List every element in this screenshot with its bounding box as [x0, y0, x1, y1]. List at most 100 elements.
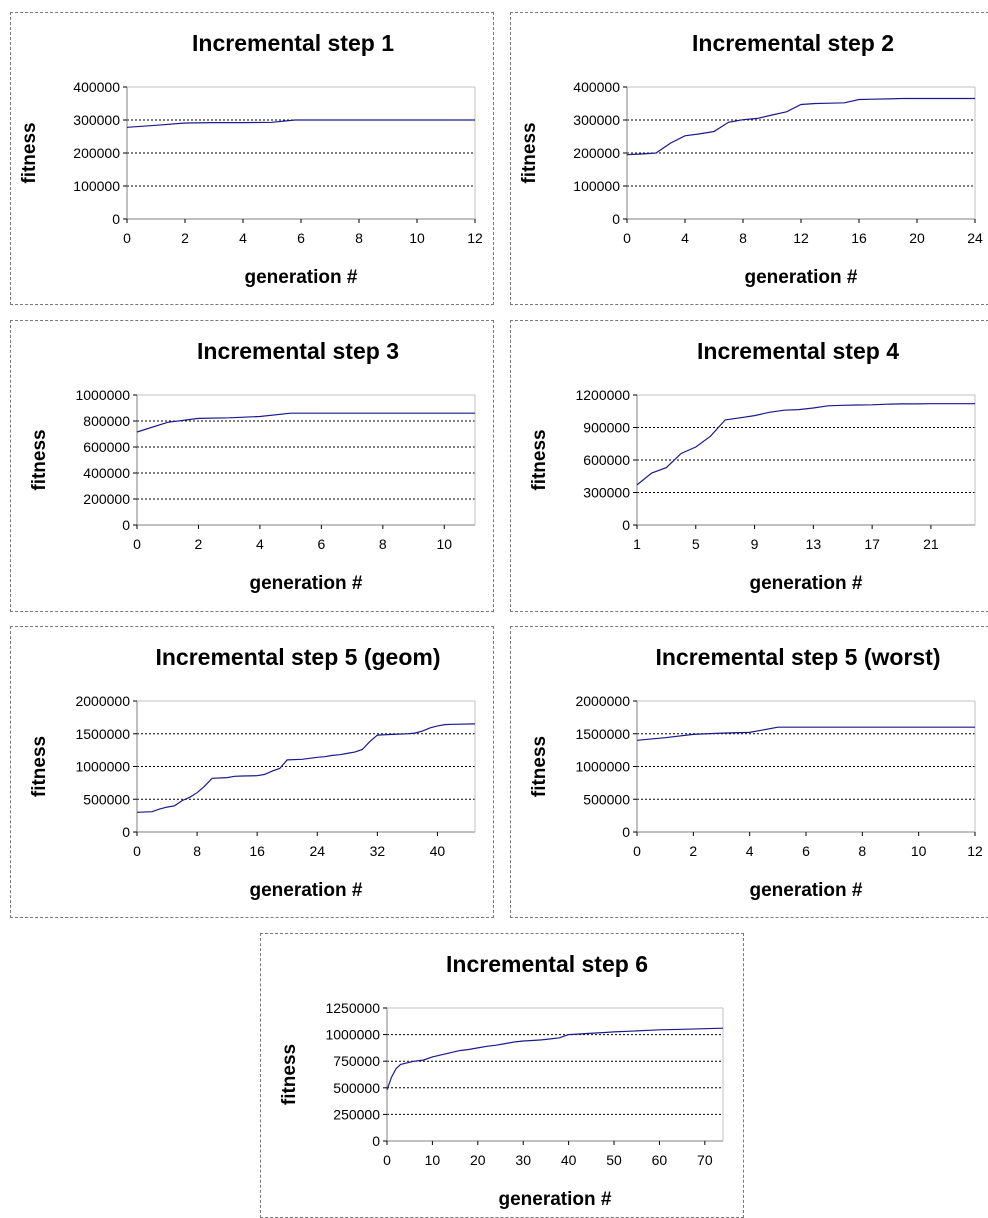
y-tick-label: 2000000	[75, 693, 130, 709]
x-tick-label: 8	[739, 230, 747, 246]
x-tick-label: 12	[467, 230, 483, 246]
chart-title: Incremental step 4	[697, 338, 899, 364]
x-tick-label: 0	[623, 230, 631, 246]
chart-panel: Incremental step 2 0 100000 200000 300000 400…	[510, 12, 988, 305]
line-chart: Incremental step 4 0 300000 600000 900000 120…	[511, 321, 988, 611]
y-tick-label: 800000	[83, 413, 130, 429]
x-tick-label: 6	[297, 230, 305, 246]
x-axis-label: generation #	[250, 573, 363, 594]
x-tick-label: 12	[967, 843, 983, 859]
x-axis-label: generation #	[250, 880, 363, 901]
x-tick-label: 0	[133, 536, 141, 552]
y-tick-label: 0	[372, 1133, 380, 1149]
y-tick-label: 750000	[333, 1053, 380, 1069]
y-tick-label: 300000	[73, 112, 120, 128]
x-tick-label: 8	[193, 843, 201, 859]
y-tick-label: 600000	[83, 439, 130, 455]
x-tick-label: 8	[858, 843, 866, 859]
x-tick-label: 2	[181, 230, 189, 246]
series-line	[627, 99, 975, 155]
x-tick-label: 13	[806, 536, 822, 552]
y-tick-label: 0	[122, 824, 130, 840]
x-tick-label: 20	[909, 230, 925, 246]
series-line	[637, 404, 975, 485]
x-tick-label: 10	[425, 1152, 441, 1168]
line-chart: Incremental step 2 0 100000 200000 300000 400…	[511, 13, 988, 304]
y-axis-label: fitness	[529, 736, 550, 797]
chart-panel: Incremental step 6 0 250000 500000 750000 100…	[260, 933, 744, 1218]
y-tick-label: 400000	[573, 79, 620, 95]
x-tick-label: 10	[911, 843, 927, 859]
y-tick-label: 900000	[583, 420, 630, 436]
series-line	[387, 1028, 723, 1090]
x-tick-label: 1	[633, 536, 641, 552]
x-tick-label: 30	[515, 1152, 531, 1168]
x-tick-label: 70	[697, 1152, 713, 1168]
x-tick-label: 0	[633, 843, 641, 859]
x-tick-label: 32	[370, 843, 386, 859]
chart-title: Incremental step 5 (worst)	[655, 644, 940, 670]
x-axis-label: generation #	[750, 573, 863, 594]
x-tick-label: 9	[751, 536, 759, 552]
x-tick-label: 50	[606, 1152, 622, 1168]
y-tick-label: 250000	[333, 1106, 380, 1122]
y-axis-label: fitness	[29, 429, 50, 490]
y-tick-label: 0	[122, 517, 130, 533]
chart-title: Incremental step 2	[692, 30, 894, 56]
x-tick-label: 0	[123, 230, 131, 246]
x-tick-label: 10	[409, 230, 425, 246]
x-tick-label: 16	[851, 230, 867, 246]
x-axis-label: generation #	[245, 267, 358, 288]
y-tick-label: 1000000	[575, 759, 630, 775]
y-axis-label: fitness	[29, 736, 50, 797]
chart-title: Incremental step 5 (geom)	[155, 644, 440, 670]
line-chart: Incremental step 1 0 100000 200000 300000 400…	[11, 13, 493, 304]
y-tick-label: 200000	[573, 145, 620, 161]
y-tick-label: 0	[622, 824, 630, 840]
y-tick-label: 0	[622, 517, 630, 533]
y-axis-label: fitness	[519, 122, 540, 183]
x-tick-label: 8	[355, 230, 363, 246]
x-axis-label: generation #	[750, 880, 863, 901]
y-tick-label: 1500000	[575, 726, 630, 742]
x-tick-label: 4	[681, 230, 689, 246]
x-tick-label: 4	[239, 230, 247, 246]
x-tick-label: 60	[652, 1152, 668, 1168]
y-tick-label: 600000	[583, 452, 630, 468]
y-tick-label: 1000000	[325, 1027, 380, 1043]
x-tick-label: 12	[793, 230, 809, 246]
x-tick-label: 24	[309, 843, 325, 859]
chart-panel: Incremental step 5 (geom) 0 500000 1000000 1…	[10, 626, 494, 918]
x-tick-label: 16	[249, 843, 265, 859]
chart-panel: Incremental step 1 0 100000 200000 300000 400…	[10, 12, 494, 305]
line-chart: Incremental step 3 0 200000 400000 600000 800…	[11, 321, 493, 611]
chart-title: Incremental step 1	[192, 30, 394, 56]
x-tick-label: 0	[133, 843, 141, 859]
y-tick-label: 500000	[333, 1080, 380, 1096]
x-tick-label: 10	[436, 536, 452, 552]
x-axis-label: generation #	[499, 1189, 612, 1210]
y-tick-label: 1000000	[75, 387, 130, 403]
chart-title: Incremental step 3	[197, 338, 399, 364]
series-line	[127, 120, 475, 127]
y-axis-label: fitness	[279, 1044, 300, 1105]
x-tick-label: 5	[692, 536, 700, 552]
chart-panel: Incremental step 5 (worst) 0 500000 1000000…	[510, 626, 988, 918]
y-tick-label: 400000	[83, 465, 130, 481]
y-tick-label: 0	[112, 211, 120, 227]
x-tick-label: 2	[689, 843, 697, 859]
y-tick-label: 1500000	[75, 726, 130, 742]
y-axis-label: fitness	[19, 122, 40, 183]
chart-panel: Incremental step 3 0 200000 400000 600000 800…	[10, 320, 494, 612]
y-tick-label: 400000	[73, 79, 120, 95]
x-tick-label: 24	[967, 230, 983, 246]
chart-title: Incremental step 6	[446, 951, 648, 977]
x-tick-label: 21	[923, 536, 939, 552]
y-axis-label: fitness	[529, 429, 550, 490]
y-tick-label: 200000	[83, 491, 130, 507]
x-tick-label: 40	[561, 1152, 577, 1168]
y-tick-label: 300000	[583, 485, 630, 501]
line-chart: Incremental step 5 (geom) 0 500000 1000000 1…	[11, 627, 493, 917]
y-tick-label: 1250000	[325, 1000, 380, 1016]
x-tick-label: 4	[746, 843, 754, 859]
